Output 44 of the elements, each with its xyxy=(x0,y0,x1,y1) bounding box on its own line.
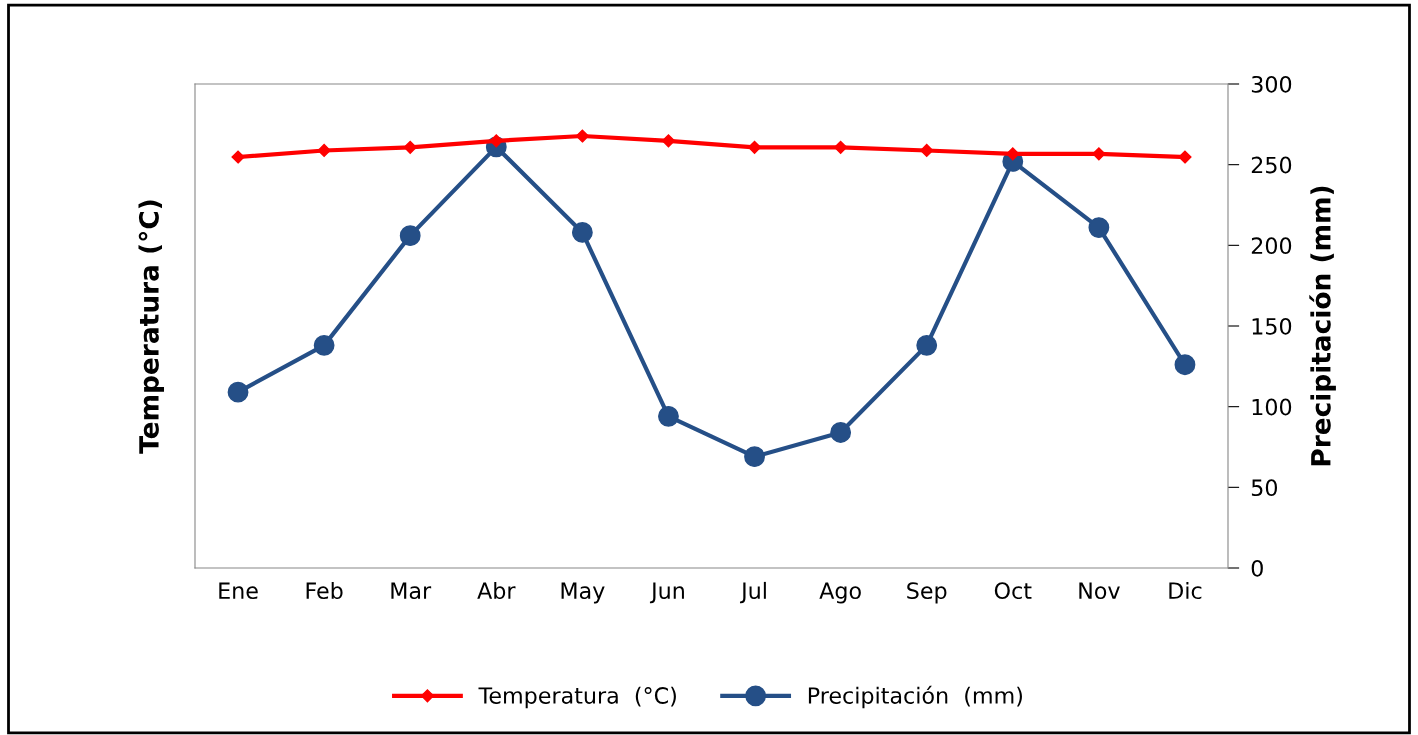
x-tick-label: Abr xyxy=(477,581,516,600)
x-tick-label: Oct xyxy=(994,582,1032,600)
x-tick-label: Jul xyxy=(739,581,766,604)
y2-tick-label: 0 xyxy=(1251,559,1263,577)
legend-label: Temperatura (°C) xyxy=(478,686,676,709)
x-tick-label: Sep xyxy=(907,582,947,604)
x-tick-label: May xyxy=(561,582,605,604)
x-tick-label: Feb xyxy=(306,581,343,600)
point xyxy=(1006,147,1020,161)
point xyxy=(571,222,593,243)
y2-tick-label: 250 xyxy=(1251,156,1292,174)
point xyxy=(403,140,417,154)
point xyxy=(313,334,335,356)
point xyxy=(834,140,848,154)
y2-tick-label: 300 xyxy=(1251,75,1292,93)
point xyxy=(661,134,676,148)
legend-label: Precipitación (mm) xyxy=(808,685,1022,709)
x-tick-label: Nov xyxy=(1079,582,1120,600)
point xyxy=(231,150,245,164)
point xyxy=(830,422,852,443)
point xyxy=(317,143,331,158)
x-tick-label: Mar xyxy=(391,582,432,600)
y2-tick-label: 50 xyxy=(1251,479,1278,497)
point xyxy=(399,225,421,247)
point xyxy=(744,446,765,468)
x-tick-label: Ago xyxy=(819,582,861,604)
point xyxy=(916,334,938,356)
point xyxy=(920,143,934,158)
point xyxy=(1178,150,1192,164)
x-tick-label: Jun xyxy=(649,582,684,604)
point xyxy=(1092,147,1106,161)
point xyxy=(575,129,589,143)
y2-tick-label: 100 xyxy=(1252,398,1292,416)
y2-tick-label: 200 xyxy=(1251,237,1292,255)
point xyxy=(747,140,762,154)
y-axis-title: Temperatura (°C) xyxy=(138,200,165,454)
y2-tick-label: 150 xyxy=(1252,317,1292,335)
x-tick-label: Dic xyxy=(1169,581,1202,600)
point xyxy=(1174,354,1196,376)
point xyxy=(227,381,249,403)
point xyxy=(658,405,679,427)
x-tick-label: Ene xyxy=(219,582,258,600)
point xyxy=(1088,217,1110,239)
y2-axis-title: Precipitación (mm) xyxy=(1309,186,1336,466)
